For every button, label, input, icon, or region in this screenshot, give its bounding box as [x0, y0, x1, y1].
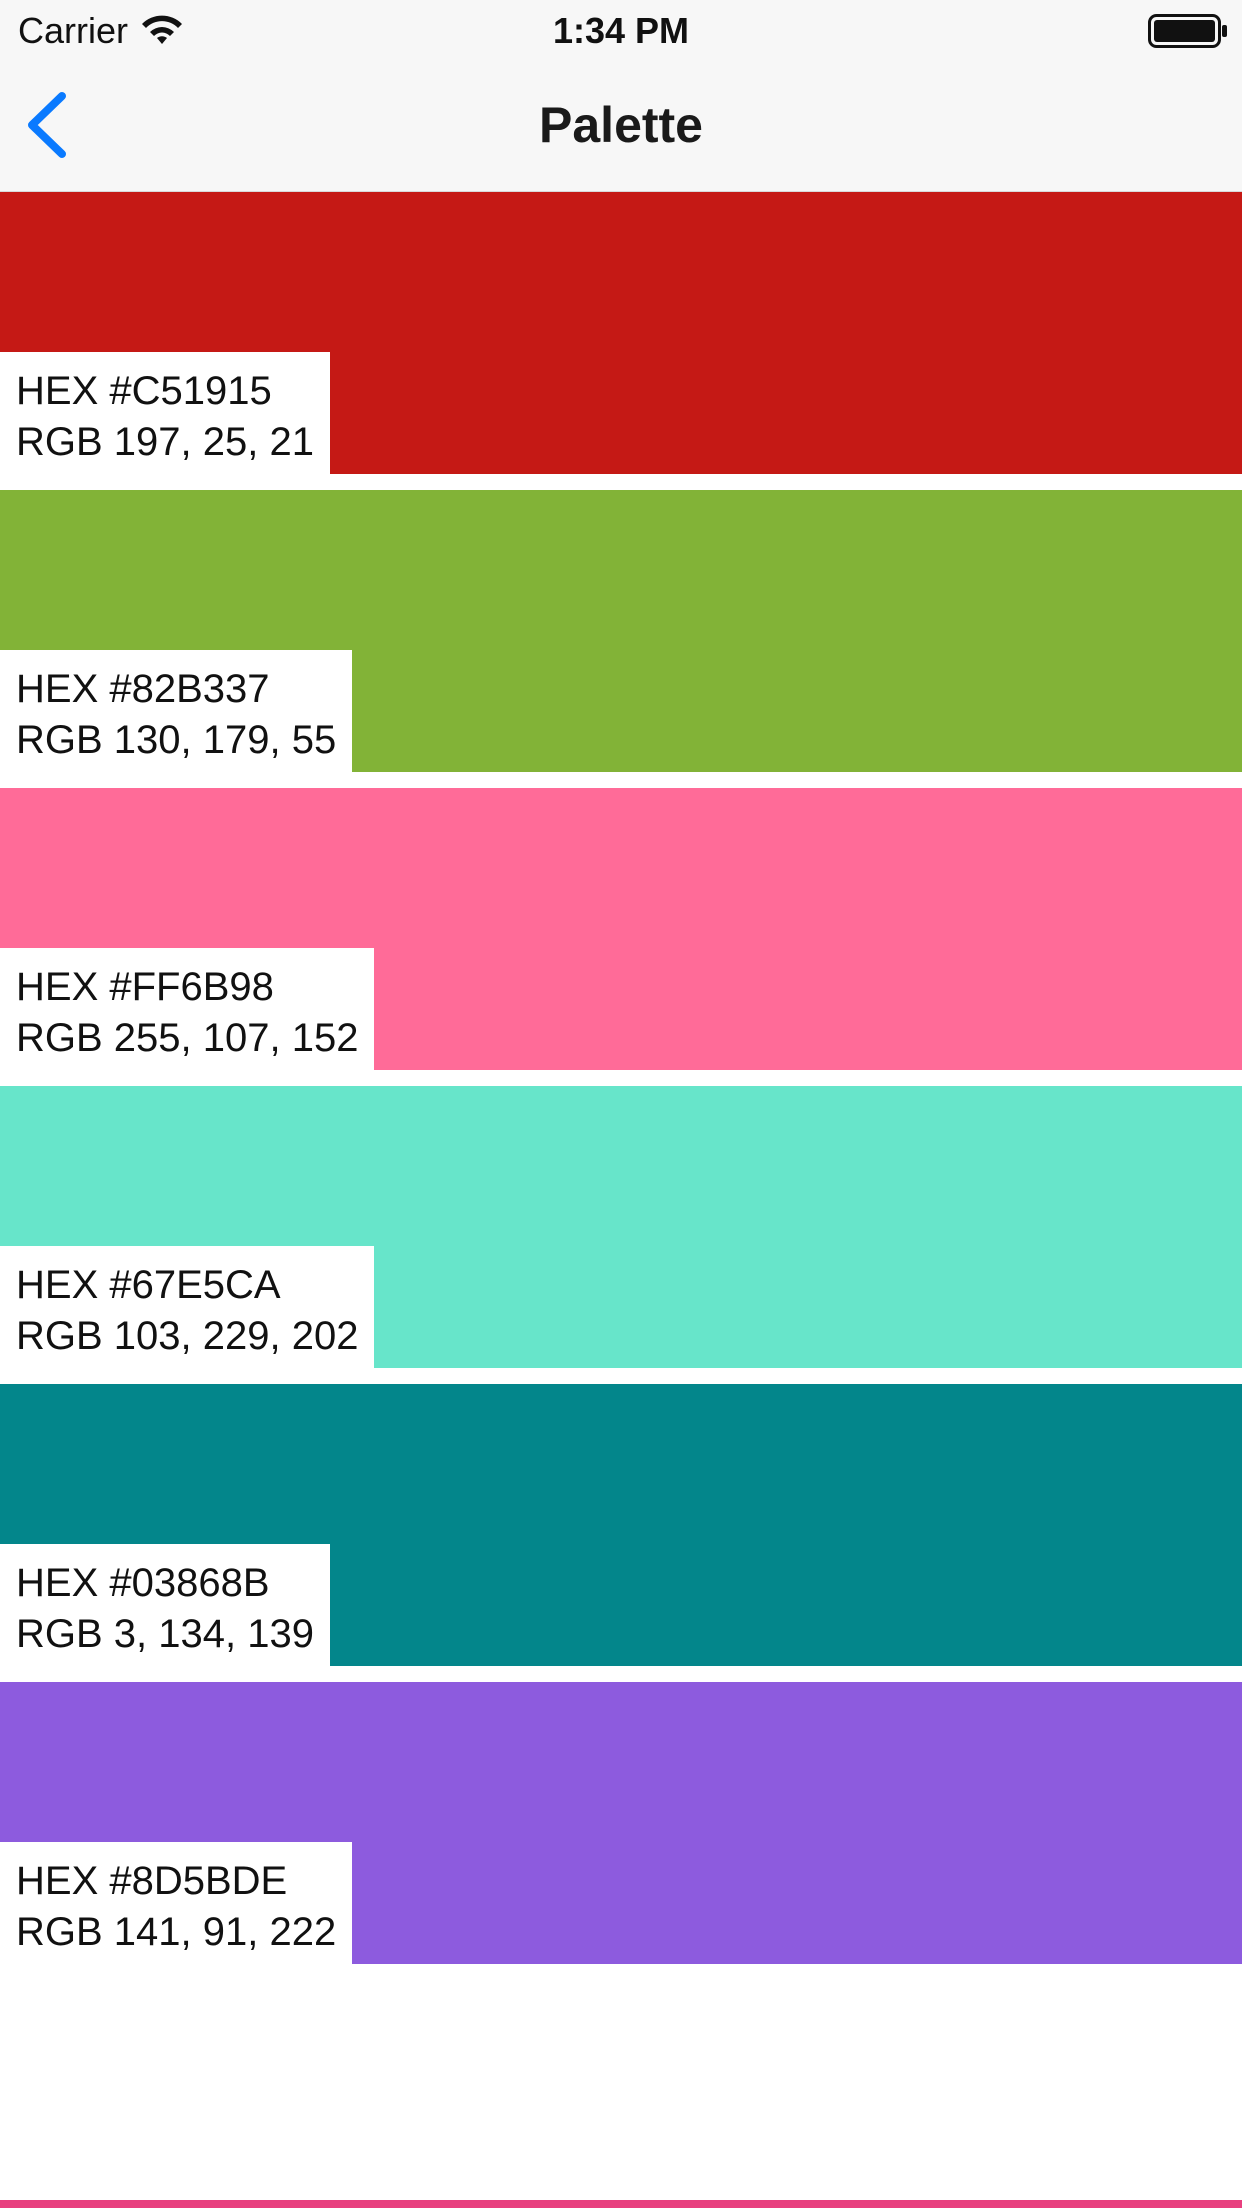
swatch-label: HEX #FF6B98 RGB 255, 107, 152: [0, 948, 375, 1070]
status-bar: Carrier 1:34 PM: [0, 0, 1242, 60]
hex-value: HEX #8D5BDE: [16, 1859, 288, 1903]
hex-value: HEX #67E5CA: [16, 1263, 281, 1307]
navigation-bar: Palette: [0, 60, 1242, 192]
carrier-indicator: Carrier: [18, 10, 184, 52]
color-swatch[interactable]: HEX #FF6B98 RGB 255, 107, 152: [0, 788, 1242, 1070]
status-time: 1:34 PM: [552, 10, 690, 51]
color-swatch-partial[interactable]: [0, 2200, 1242, 2208]
wifi-icon: [142, 15, 183, 44]
rgb-value: RGB 141, 91, 222: [16, 1910, 337, 1954]
swatch-list: HEX #C51915 RGB 197, 25, 21 HEX #82B337 …: [0, 192, 1242, 1980]
hex-value: HEX #82B337: [16, 667, 270, 711]
color-swatch[interactable]: HEX #8D5BDE RGB 141, 91, 222: [0, 1682, 1242, 1964]
battery-icon: [1148, 14, 1227, 48]
swatch-label: HEX #C51915 RGB 197, 25, 21: [0, 352, 330, 474]
swatch-label: HEX #03868B RGB 3, 134, 139: [0, 1544, 330, 1666]
color-swatch[interactable]: HEX #03868B RGB 3, 134, 139: [0, 1384, 1242, 1666]
color-swatch[interactable]: HEX #67E5CA RGB 103, 229, 202: [0, 1086, 1242, 1368]
rgb-value: RGB 130, 179, 55: [16, 718, 337, 762]
rgb-value: RGB 255, 107, 152: [16, 1016, 359, 1060]
page-title: Palette: [539, 97, 703, 153]
hex-value: HEX #C51915: [16, 369, 272, 413]
swatch-label: HEX #82B337 RGB 130, 179, 55: [0, 650, 353, 772]
color-swatch[interactable]: HEX #C51915 RGB 197, 25, 21: [0, 192, 1242, 474]
carrier-label: Carrier: [18, 10, 129, 51]
rgb-value: RGB 103, 229, 202: [16, 1314, 359, 1358]
rgb-value: RGB 3, 134, 139: [16, 1612, 314, 1656]
color-swatch[interactable]: HEX #82B337 RGB 130, 179, 55: [0, 490, 1242, 772]
rgb-value: RGB 197, 25, 21: [16, 420, 314, 464]
hex-value: HEX #FF6B98: [16, 965, 274, 1009]
swatch-label: HEX #8D5BDE RGB 141, 91, 222: [0, 1842, 353, 1964]
swatch-label: HEX #67E5CA RGB 103, 229, 202: [0, 1246, 375, 1368]
back-button[interactable]: [22, 90, 72, 160]
hex-value: HEX #03868B: [16, 1561, 270, 1605]
chevron-left-icon: [28, 92, 66, 158]
